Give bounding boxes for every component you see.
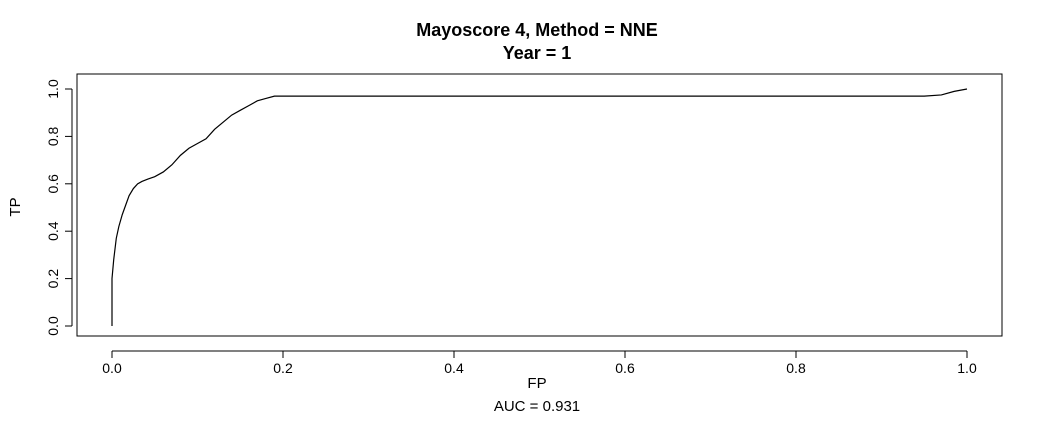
y-tick-label: 0.2 — [45, 269, 61, 289]
x-axis: 0.0 0.2 0.4 0.6 0.8 1.0 — [102, 350, 977, 376]
y-tick-label: 0.6 — [45, 174, 61, 194]
x-tick-label: 0.4 — [444, 360, 464, 376]
y-axis: 0.0 0.2 0.4 0.6 0.8 1.0 — [45, 79, 73, 336]
auc-note: AUC = 0.931 — [494, 398, 580, 415]
x-tick-label: 0.2 — [273, 360, 293, 376]
plot-frame — [76, 73, 1003, 337]
x-tick-label: 1.0 — [957, 360, 977, 376]
x-axis-label: FP — [527, 375, 546, 392]
y-tick-label: 0.4 — [45, 221, 61, 241]
chart-title: Mayoscore 4, Method = NNE — [416, 20, 658, 40]
y-axis-label: TP — [7, 197, 24, 216]
x-tick-label: 0.8 — [786, 360, 806, 376]
y-tick-label: 0.0 — [45, 316, 61, 336]
x-tick-label: 0.6 — [615, 360, 635, 376]
roc-curve-line — [111, 88, 968, 326]
y-tick-label: 1.0 — [45, 79, 61, 99]
chart-subtitle: Year = 1 — [503, 43, 572, 63]
y-tick-label: 0.8 — [45, 126, 61, 146]
x-tick-label: 0.0 — [102, 360, 122, 376]
